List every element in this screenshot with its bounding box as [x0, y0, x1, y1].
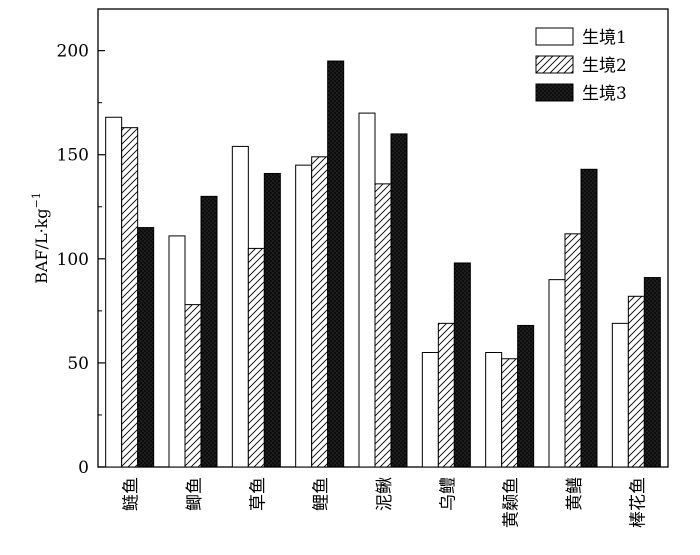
axis-labels: 0 50 100 150 200 BAF/L·kg−1 鲢鱼 鲫鱼 草鱼 鲤鱼 泥鳅 乌鳢 黄颡鱼 黄鳝 棒… — [30, 42, 648, 528]
x-tick-label: 黄颡鱼 — [502, 477, 522, 528]
bar-生境3-乌鳢 — [453, 262, 471, 468]
bar-生境1-棒花鱼 — [611, 322, 629, 468]
x-tick-label: 草鱼 — [248, 477, 268, 511]
bar-生境3-鲢鱼 — [137, 227, 155, 468]
bar-生境1-黄鳝 — [548, 279, 566, 468]
y-tick-label: 50 — [67, 354, 89, 374]
y-axis-label: BAF/L·kg−1 — [30, 192, 51, 284]
bar-生境1-乌鳢 — [421, 352, 439, 468]
bar-生境1-鲫鱼 — [168, 235, 186, 468]
y-tick-label: 150 — [57, 146, 89, 166]
bar-生境2-鲢鱼 — [121, 127, 139, 468]
x-tick-label: 鲤鱼 — [312, 477, 332, 511]
legend: 生境1 生境2 生境3 — [535, 27, 627, 104]
legend-swatch-生境2 — [535, 55, 574, 74]
legend-label: 生境3 — [582, 84, 627, 104]
x-tick-label: 棒花鱼 — [628, 477, 648, 528]
bar-生境1-鲢鱼 — [105, 116, 123, 468]
x-tick-label: 鲢鱼 — [122, 477, 142, 511]
legend-label: 生境1 — [582, 28, 627, 48]
bar-生境2-乌鳢 — [437, 322, 455, 468]
bar-生境2-鲤鱼 — [311, 156, 329, 468]
bar-生境1-黄颡鱼 — [485, 352, 503, 468]
y-axis-label-text: BAF/L·kg — [32, 208, 51, 283]
x-tick-label: 乌鳢 — [438, 477, 458, 511]
legend-label: 生境2 — [582, 56, 627, 76]
bar-生境1-泥鳅 — [358, 112, 376, 468]
bar-生境3-棒花鱼 — [643, 277, 661, 468]
x-tick-label: 泥鳅 — [375, 477, 395, 511]
bar-生境2-黄颡鱼 — [501, 358, 519, 468]
bar-生境1-鲤鱼 — [295, 164, 313, 468]
bar-生境3-泥鳅 — [390, 133, 408, 468]
bar-生境3-鲤鱼 — [327, 60, 345, 468]
bar-生境2-黄鳝 — [564, 233, 582, 468]
y-tick-label: 100 — [57, 250, 89, 270]
bar-生境3-黄颡鱼 — [517, 324, 535, 468]
bar-生境1-草鱼 — [231, 145, 249, 468]
y-axis-label-superscript: −1 — [30, 192, 43, 208]
x-tick-label: 黄鳝 — [565, 477, 585, 511]
y-tick-label: 0 — [78, 458, 89, 478]
bar-生境3-草鱼 — [263, 172, 281, 468]
bar-生境2-鲫鱼 — [184, 304, 202, 468]
bar-生境3-鲫鱼 — [200, 195, 218, 468]
bars — [105, 60, 661, 468]
bar-生境2-棒花鱼 — [627, 295, 645, 468]
bar-生境2-泥鳅 — [374, 183, 392, 468]
bar-生境2-草鱼 — [247, 247, 265, 468]
y-tick-label: 200 — [57, 42, 89, 62]
x-tick-label: 鲫鱼 — [185, 477, 205, 511]
legend-swatch-生境1 — [535, 27, 574, 46]
bar-生境3-黄鳝 — [580, 168, 598, 468]
legend-swatch-生境3 — [535, 83, 574, 102]
